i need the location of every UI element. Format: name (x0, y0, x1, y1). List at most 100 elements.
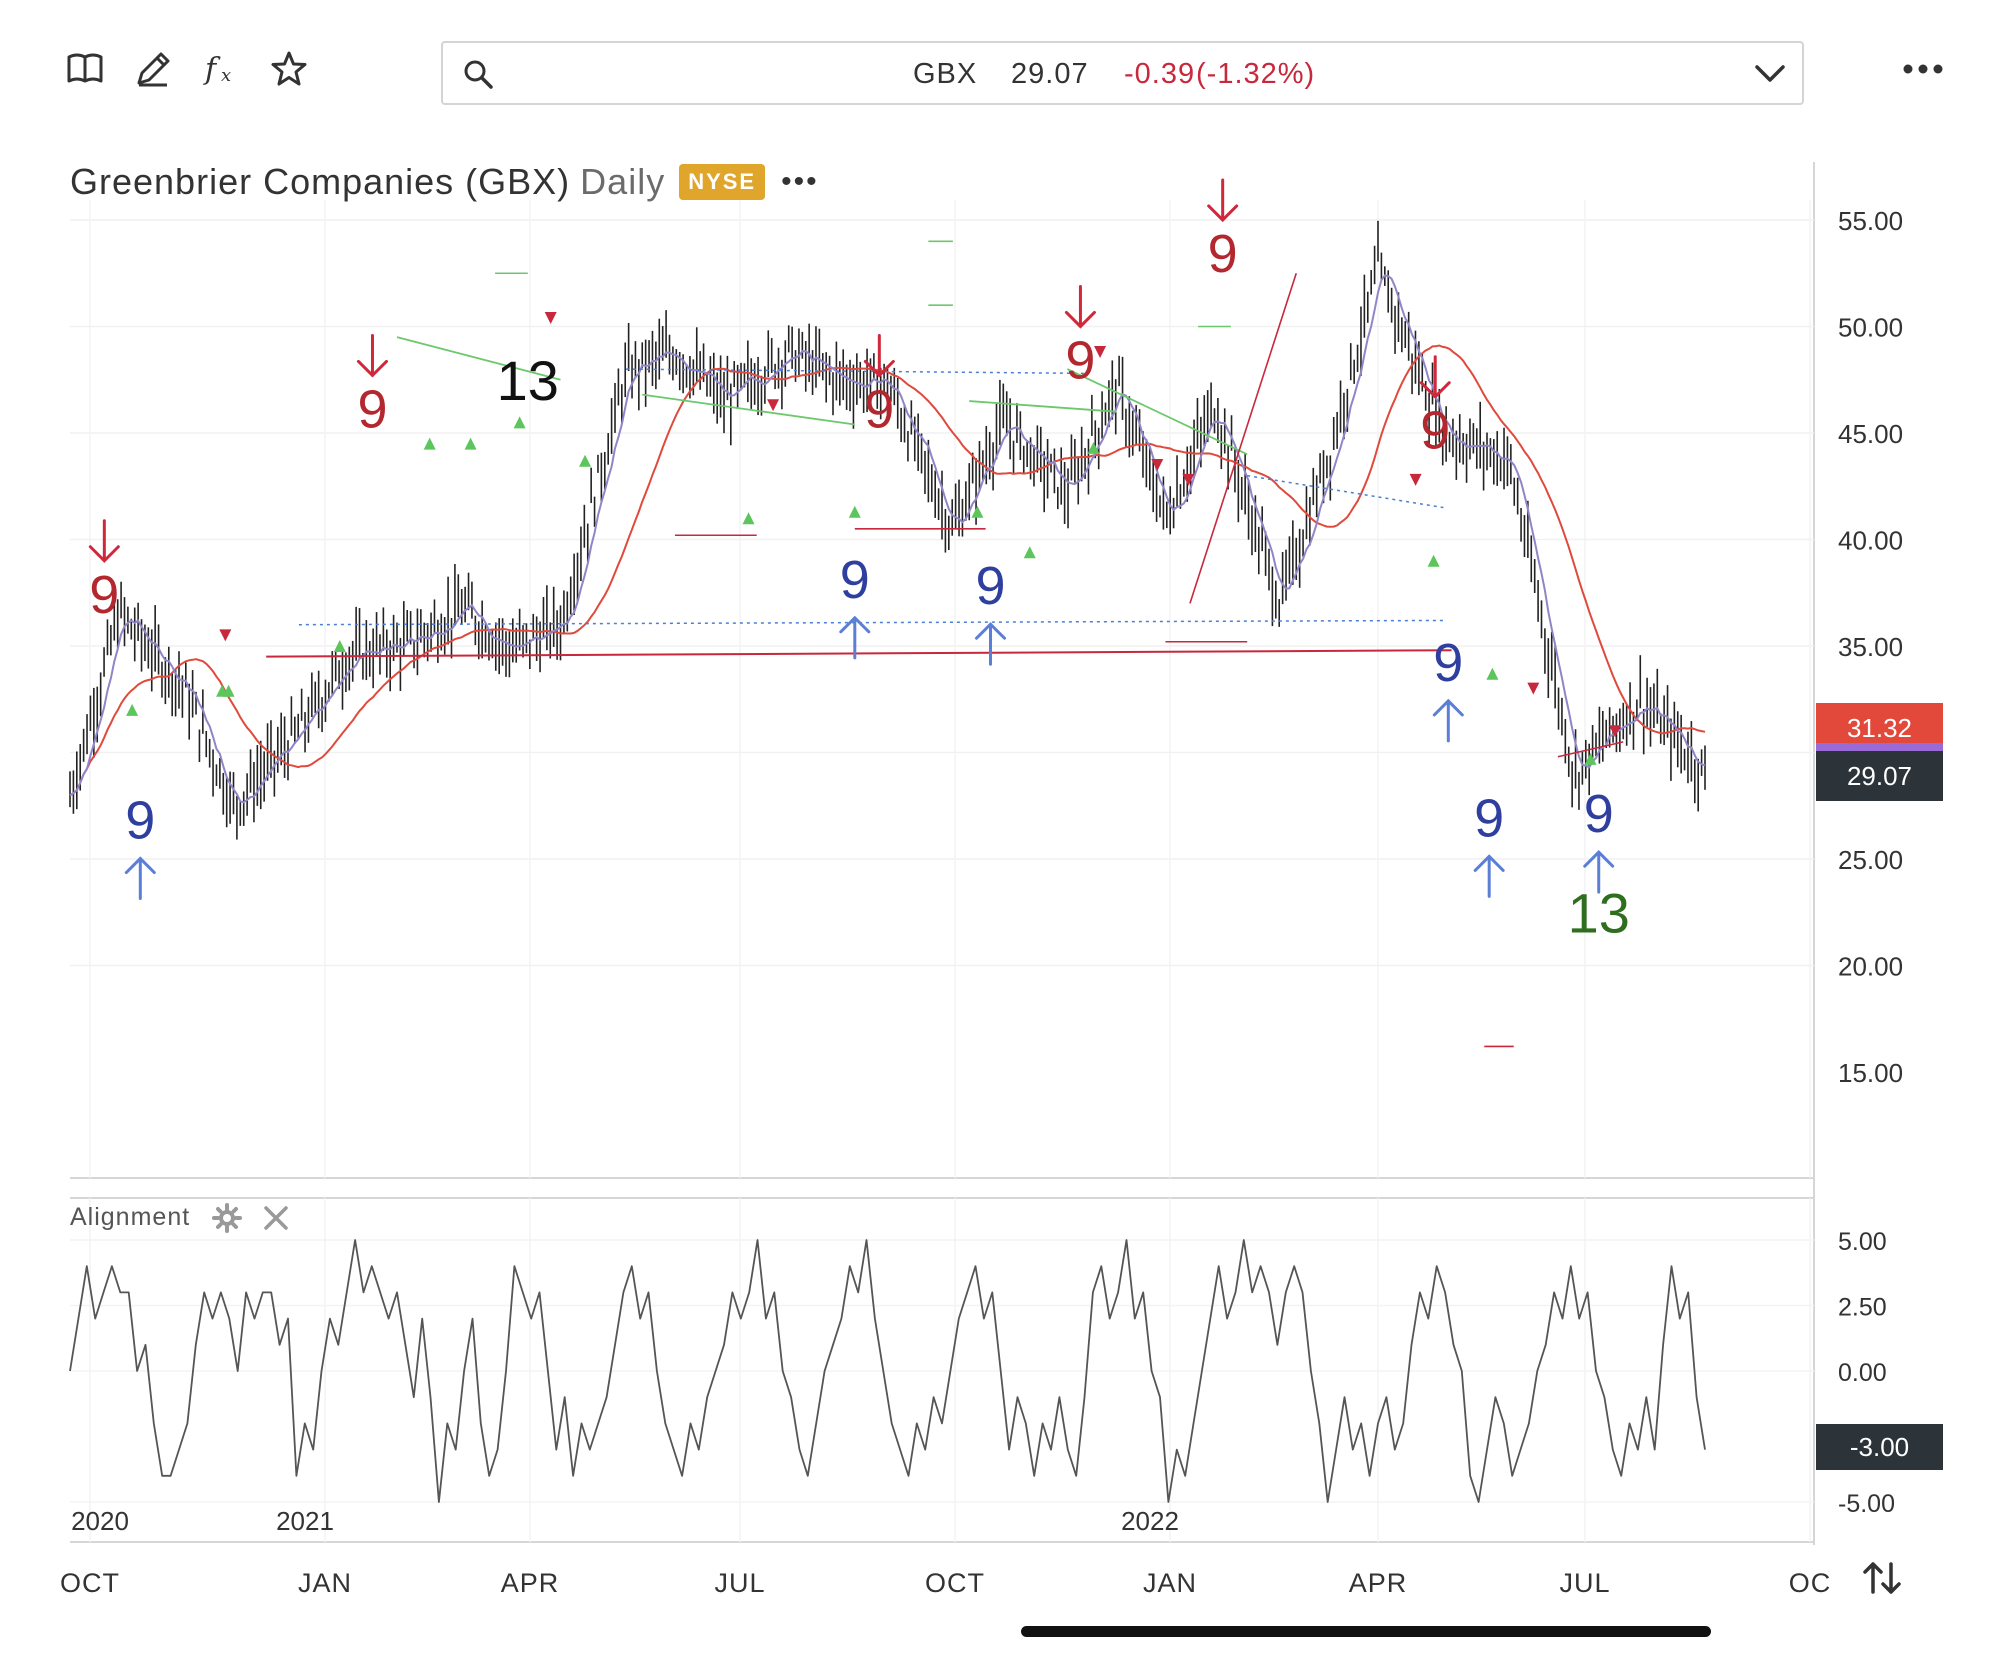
buy-pressure-marker (848, 505, 861, 518)
star-icon[interactable] (266, 46, 312, 92)
up-arrow-icon (124, 856, 156, 901)
month-tick-label: JUL (1559, 1568, 1610, 1598)
symbol-search-bar[interactable]: GBX 29.07 -0.39 (-1.32%) (441, 41, 1804, 105)
buy-pressure-marker (222, 684, 235, 697)
sell-setup-label: 9 (1065, 330, 1095, 390)
sell-pressure-marker (767, 399, 780, 412)
mid-band-tag-strip (1816, 743, 1943, 751)
buy-pressure-marker (1427, 554, 1440, 567)
up-arrow-icon (1432, 698, 1464, 743)
buy-pressure-marker (742, 512, 755, 525)
month-tick-label: OC (1789, 1568, 1832, 1598)
sell-setup-label: 9 (1208, 224, 1238, 284)
buy-setup-label: 9 (125, 791, 155, 851)
sell-setup-label: 9 (1420, 401, 1450, 461)
month-tick-label: JUL (714, 1568, 765, 1598)
month-tick-label: JAN (1143, 1568, 1197, 1598)
trend-line-dotted (298, 619, 1444, 626)
home-indicator (1021, 1626, 1711, 1637)
sell-pressure-marker (1151, 458, 1164, 471)
sell-setup-label: 9 (357, 379, 387, 439)
price-tick-label: 45.00 (1838, 419, 1903, 449)
tdst-line (396, 336, 561, 381)
swap-vertical-icon[interactable] (1862, 1560, 1902, 1601)
price-tick-label: 20.00 (1838, 952, 1903, 982)
buy-pressure-marker (513, 416, 526, 429)
buy-countdown-label: 13 (1568, 881, 1630, 944)
svg-text:x: x (221, 65, 231, 86)
alignment-value-tag: -3.00 (1816, 1424, 1943, 1470)
buy-setup-label: 9 (1474, 788, 1504, 848)
buy-setup-label: 9 (975, 556, 1005, 616)
price-tick-label: 15.00 (1838, 1058, 1903, 1088)
buy-pressure-marker (126, 703, 139, 716)
level-line (1557, 741, 1624, 758)
month-tick-label: OCT (60, 1568, 120, 1598)
last-price: 29.07 (1011, 58, 1089, 90)
alignment-tick-label: 5.00 (1838, 1228, 1887, 1256)
price-tick-label: 40.00 (1838, 526, 1903, 556)
month-tick-label: JAN (298, 1568, 352, 1598)
sell-pressure-marker (1609, 725, 1622, 738)
buy-pressure-marker (1023, 546, 1036, 559)
year-label: 2021 (276, 1506, 334, 1536)
sell-pressure-marker (1527, 682, 1540, 695)
month-tick-label: APR (501, 1568, 560, 1598)
ticker-symbol: GBX (913, 58, 978, 90)
up-arrow-icon (975, 622, 1007, 666)
pencil-icon[interactable] (130, 46, 176, 92)
month-tick-label: APR (1349, 1568, 1408, 1598)
chart-period[interactable]: Daily (580, 161, 666, 202)
year-label: 2022 (1121, 1506, 1179, 1536)
sell-setup-label: 9 (864, 379, 894, 439)
alignment-tick-label: 2.50 (1838, 1294, 1887, 1322)
indicator-panel-label: Alignment (70, 1203, 290, 1234)
price-change: -0.39 (1124, 58, 1196, 90)
close-icon[interactable] (262, 1204, 290, 1232)
alignment-line (69, 1239, 1706, 1503)
trend-line (1189, 273, 1298, 604)
countdown-label: 13 (497, 349, 559, 412)
sell-setup-label: 9 (89, 565, 119, 625)
sell-pressure-marker (1409, 473, 1422, 486)
security-name: Greenbrier Companies (GBX) (70, 161, 571, 202)
down-arrow-icon (863, 333, 895, 378)
price-tick-label: 25.00 (1838, 845, 1903, 875)
sell-pressure-marker (1094, 346, 1107, 359)
trend-line-dotted (1247, 474, 1444, 509)
alignment-tick-label: -5.00 (1838, 1490, 1895, 1518)
gear-icon[interactable] (212, 1203, 243, 1234)
down-arrow-icon (356, 333, 388, 378)
chart-options-icon[interactable]: ••• (781, 165, 819, 198)
alignment-tick-label: 0.00 (1838, 1359, 1887, 1387)
up-arrow-icon (1473, 854, 1505, 898)
up-arrow-icon (839, 615, 871, 660)
tdst-line (969, 400, 1117, 413)
sell-pressure-marker (1182, 473, 1195, 486)
chevron-down-icon[interactable] (1753, 61, 1787, 87)
sell-pressure-marker (219, 629, 232, 642)
down-arrow-icon (1419, 355, 1451, 399)
moving-average-fast (69, 274, 1706, 804)
tdst-line (642, 393, 855, 426)
buy-pressure-marker (1584, 752, 1597, 765)
buy-setup-label: 9 (840, 550, 870, 610)
price-tick-label: 35.00 (1838, 632, 1903, 662)
buy-pressure-marker (1087, 441, 1100, 454)
buy-pressure-marker (971, 505, 984, 518)
book-icon[interactable] (62, 46, 108, 92)
last-price-tag: 29.07 (1816, 751, 1943, 801)
price-tick-label: 50.00 (1838, 313, 1903, 343)
chart-title-row: Greenbrier Companies (GBX) Daily NYSE ••… (70, 158, 819, 206)
down-arrow-icon (1064, 284, 1096, 329)
month-tick-label: OCT (925, 1568, 985, 1598)
buy-setup-label: 9 (1584, 784, 1614, 844)
tdst-line (1066, 368, 1248, 456)
indicator-name: Alignment (70, 1203, 191, 1231)
ellipsis-icon[interactable] (1898, 46, 1948, 92)
exchange-badge: NYSE (679, 164, 766, 200)
buy-setup-label: 9 (1433, 633, 1463, 693)
year-label: 2020 (71, 1506, 129, 1536)
